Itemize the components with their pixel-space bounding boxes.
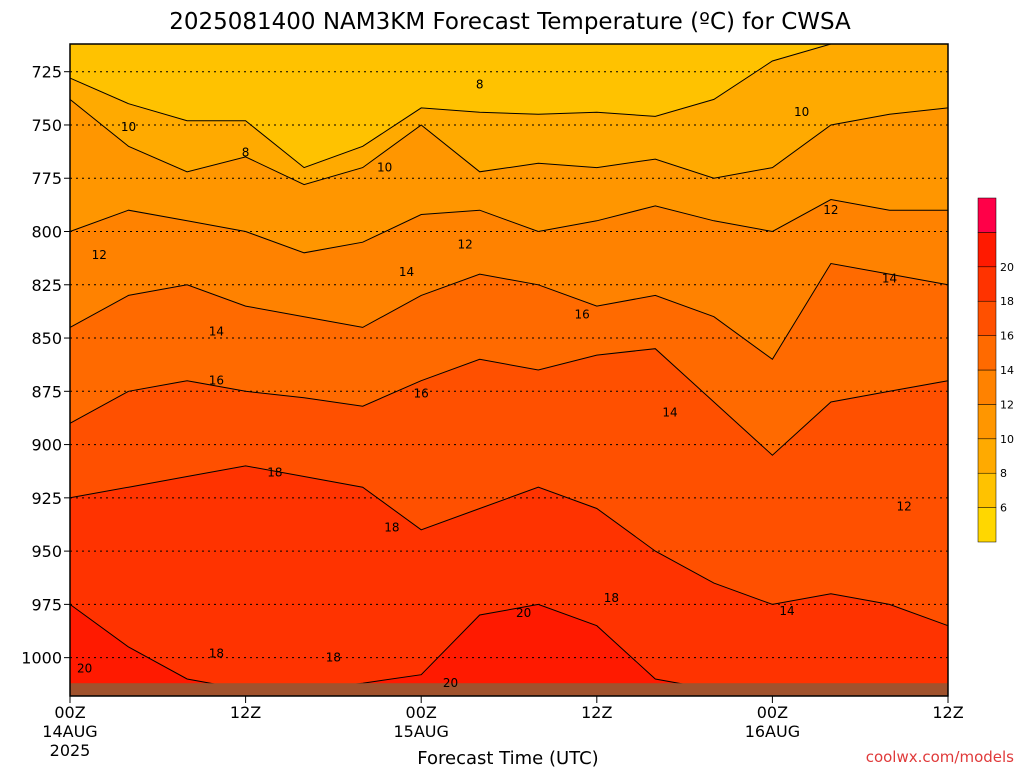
y-tick-label: 925 bbox=[31, 489, 62, 508]
contour-label-14: 14 bbox=[882, 271, 897, 285]
plot-frame bbox=[69, 43, 949, 697]
x-tick-label: 12Z bbox=[230, 703, 261, 722]
colorbar-label: 16 bbox=[1000, 330, 1014, 343]
ground-strip bbox=[70, 683, 948, 696]
chart-title: 2025081400 NAM3KM Forecast Temperature (… bbox=[169, 9, 851, 35]
colorbar-swatch bbox=[977, 232, 997, 268]
plot-area: 8 8 10 10 10 12 12 12 12 14 14 14 14 14 16 16 16 18 18 18 18… bbox=[69, 43, 949, 697]
contour-label-18: 18 bbox=[267, 465, 282, 479]
colorbar-swatch bbox=[977, 266, 997, 302]
contour-label-10: 10 bbox=[121, 120, 136, 134]
x-date-label: 2025 bbox=[50, 741, 91, 760]
y-tick-label: 800 bbox=[31, 223, 62, 242]
colorbar: 6 8 10 12 14 16 18 20 bbox=[977, 197, 1014, 543]
colorbar-swatch bbox=[977, 507, 997, 543]
colorbar-swatch bbox=[977, 404, 997, 440]
x-date-label: 16AUG bbox=[745, 722, 800, 741]
colorbar-swatch bbox=[977, 472, 997, 508]
credit-text: coolwx.com/models bbox=[866, 748, 1014, 766]
x-tick-label: 12Z bbox=[932, 703, 963, 722]
colorbar-label: 8 bbox=[1000, 467, 1007, 480]
contour-label-8: 8 bbox=[476, 77, 484, 91]
colorbar-swatch bbox=[977, 369, 997, 405]
x-date-label: 15AUG bbox=[393, 722, 448, 741]
contour-line-8 bbox=[69, 43, 948, 169]
colorbar-swatch bbox=[977, 438, 997, 474]
y-tick-label: 850 bbox=[31, 329, 62, 348]
contour-label-12: 12 bbox=[823, 203, 838, 217]
contour-label-14: 14 bbox=[662, 406, 677, 420]
y-tick-label: 875 bbox=[31, 382, 62, 401]
y-tick-label: 725 bbox=[31, 63, 62, 82]
contour-label-16: 16 bbox=[209, 374, 224, 388]
x-tick-label: 00Z bbox=[757, 703, 788, 722]
contour-label-18: 18 bbox=[209, 646, 224, 660]
contour-label-10: 10 bbox=[794, 105, 809, 119]
x-tick-label: 00Z bbox=[406, 703, 437, 722]
temperature-band-20 bbox=[70, 604, 948, 696]
y-tick-label: 1000 bbox=[21, 649, 62, 668]
contour-label-18: 18 bbox=[604, 591, 619, 605]
colorbar-swatch bbox=[977, 197, 997, 233]
contour-label-18: 18 bbox=[326, 651, 341, 665]
temperature-band-18 bbox=[70, 465, 948, 696]
contour-label-12: 12 bbox=[457, 237, 472, 251]
y-tick-label: 775 bbox=[31, 169, 62, 188]
y-axis: 725 750 775 800 825 850 875 900 925 950 975 1000 bbox=[21, 63, 70, 668]
contour-label-16: 16 bbox=[575, 308, 590, 322]
contour-label-16: 16 bbox=[414, 386, 429, 400]
colorbar-swatch bbox=[977, 300, 997, 336]
y-tick-label: 900 bbox=[31, 436, 62, 455]
contour-line-16 bbox=[69, 348, 949, 456]
contour-line-14 bbox=[69, 262, 949, 361]
contour-line-12 bbox=[69, 198, 948, 254]
contour-label-8: 8 bbox=[242, 146, 250, 160]
contour-label-12: 12 bbox=[896, 499, 911, 513]
contour-label-20: 20 bbox=[443, 676, 458, 690]
contour-label-20: 20 bbox=[77, 661, 92, 675]
contour-label-14: 14 bbox=[399, 265, 414, 279]
contour-label-20: 20 bbox=[516, 606, 531, 620]
x-date-label: 14AUG bbox=[42, 722, 97, 741]
x-axis-label: Forecast Time (UTC) bbox=[417, 748, 598, 768]
contour-label-14: 14 bbox=[209, 325, 224, 339]
x-tick-label: 12Z bbox=[581, 703, 612, 722]
y-tick-label: 975 bbox=[31, 595, 62, 614]
contour-label-12: 12 bbox=[92, 248, 107, 262]
colorbar-label: 14 bbox=[1000, 364, 1014, 377]
x-tick-label: 00Z bbox=[54, 703, 85, 722]
contour-label-10: 10 bbox=[377, 161, 392, 175]
colorbar-label: 12 bbox=[1000, 398, 1014, 411]
colorbar-label: 10 bbox=[1000, 433, 1014, 446]
contour-label-14: 14 bbox=[779, 604, 794, 618]
contour-label-18: 18 bbox=[384, 521, 399, 535]
colorbar-label: 6 bbox=[1000, 502, 1007, 515]
y-tick-label: 950 bbox=[31, 542, 62, 561]
colorbar-label: 18 bbox=[1000, 295, 1014, 308]
colorbar-swatch bbox=[977, 335, 997, 371]
y-tick-label: 825 bbox=[31, 276, 62, 295]
colorbar-label: 20 bbox=[1000, 261, 1014, 274]
contour-line-10 bbox=[69, 99, 949, 186]
y-tick-label: 750 bbox=[31, 116, 62, 135]
